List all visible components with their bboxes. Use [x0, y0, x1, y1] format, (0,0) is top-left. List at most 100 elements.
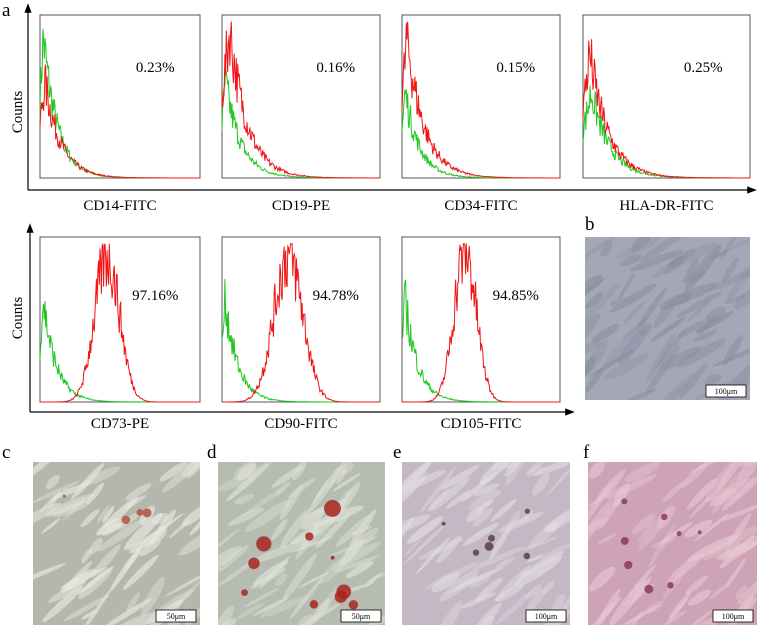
cell [585, 312, 601, 346]
cell [236, 462, 278, 482]
cell [315, 513, 351, 549]
cell [446, 569, 497, 595]
cell [660, 371, 698, 400]
cell [431, 601, 462, 625]
cell [76, 565, 114, 596]
cell [495, 589, 534, 625]
cell [684, 519, 713, 538]
cell [251, 541, 305, 564]
stain-deposit [621, 498, 628, 505]
cell [663, 256, 686, 275]
cell [617, 327, 648, 365]
cell [308, 464, 343, 513]
cell [724, 294, 748, 304]
cell [80, 509, 100, 528]
panel-label: c [2, 442, 10, 463]
cell [588, 462, 606, 479]
cell [123, 513, 163, 550]
cell [688, 496, 710, 519]
marker-label: CD14-FITC [83, 198, 156, 214]
cell [616, 603, 662, 625]
stain-deposit [524, 508, 530, 514]
cell [312, 505, 364, 527]
marker-label: CD73-PE [91, 416, 149, 432]
cell [186, 462, 200, 479]
cell [33, 563, 66, 585]
micrograph: 50μm [33, 462, 200, 625]
cell [704, 306, 726, 324]
cell [91, 544, 121, 578]
cell [459, 592, 496, 609]
stain-deposit [472, 549, 480, 556]
micrograph-content [33, 462, 200, 625]
cell [81, 609, 98, 620]
cell [526, 462, 555, 474]
cell [682, 271, 705, 283]
cell [635, 287, 667, 332]
cell [638, 509, 670, 550]
cell [720, 237, 739, 259]
percent-label: 0.15% [496, 60, 535, 76]
cell [403, 523, 447, 565]
histogram-frame [221, 14, 381, 179]
cell [462, 566, 504, 587]
histogram-frame [401, 14, 561, 179]
cell [89, 538, 103, 555]
cell [436, 535, 462, 563]
cell [474, 483, 500, 496]
marker-label: CD19-PE [272, 198, 330, 214]
scale-bar-label: 100μm [715, 387, 738, 396]
micrograph-content [402, 462, 570, 625]
cell [468, 489, 501, 510]
cell [402, 462, 433, 497]
cell [662, 598, 689, 625]
cell [365, 572, 381, 588]
cell [520, 568, 537, 577]
cell [687, 299, 711, 322]
cell [530, 551, 565, 570]
cell [42, 585, 83, 623]
scale-bar-box [712, 609, 754, 623]
panel-label: f [583, 442, 590, 463]
cell [271, 518, 288, 541]
cell [95, 515, 130, 536]
marker-label: CD105-FITC [441, 416, 522, 432]
cell [722, 334, 744, 366]
cell [589, 596, 622, 625]
percent-label: 0.16% [316, 60, 355, 76]
cell [704, 373, 722, 386]
cell [668, 591, 692, 619]
panel-label: b [585, 214, 595, 235]
cell [140, 577, 165, 616]
cell [63, 595, 110, 622]
cell [102, 505, 115, 523]
cell [600, 241, 613, 258]
cell [472, 602, 502, 625]
cell [139, 539, 162, 557]
cell [33, 462, 60, 481]
scale-bar-box [705, 384, 747, 398]
cell [624, 462, 660, 483]
cell [588, 517, 608, 534]
cell [695, 310, 735, 333]
cell [159, 462, 188, 482]
cell [446, 490, 471, 509]
cell [463, 522, 499, 546]
cell [504, 462, 528, 477]
cell [540, 543, 570, 560]
cell [619, 254, 643, 267]
cell [339, 538, 364, 567]
cell [651, 538, 674, 549]
cell [307, 598, 331, 625]
cell [734, 287, 750, 310]
cell [150, 509, 176, 544]
scale-bar-box [340, 609, 382, 623]
cell [244, 499, 293, 533]
histogram-curve [402, 243, 560, 403]
stain-deposit [697, 530, 702, 535]
cell [679, 462, 711, 489]
micrograph: 50μm [218, 462, 385, 625]
cell [708, 266, 750, 292]
cell [335, 513, 372, 548]
cell [585, 282, 621, 325]
